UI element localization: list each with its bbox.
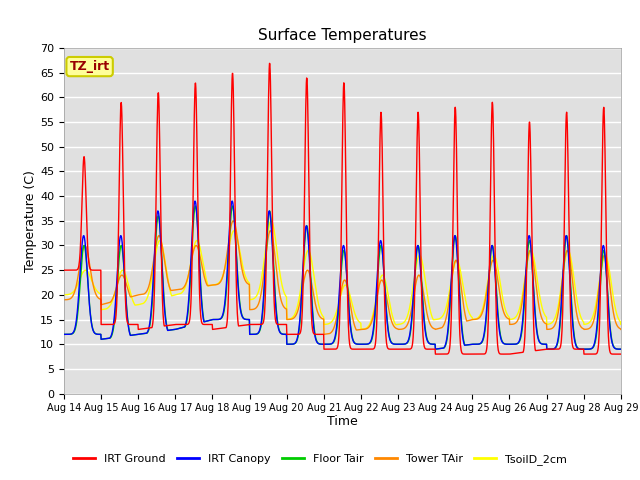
Title: Surface Temperatures: Surface Temperatures	[258, 28, 427, 43]
Text: TZ_irt: TZ_irt	[70, 60, 109, 73]
X-axis label: Time: Time	[327, 415, 358, 428]
Y-axis label: Temperature (C): Temperature (C)	[24, 170, 37, 272]
Legend: IRT Ground, IRT Canopy, Floor Tair, Tower TAir, TsoilD_2cm: IRT Ground, IRT Canopy, Floor Tair, Towe…	[68, 450, 572, 469]
